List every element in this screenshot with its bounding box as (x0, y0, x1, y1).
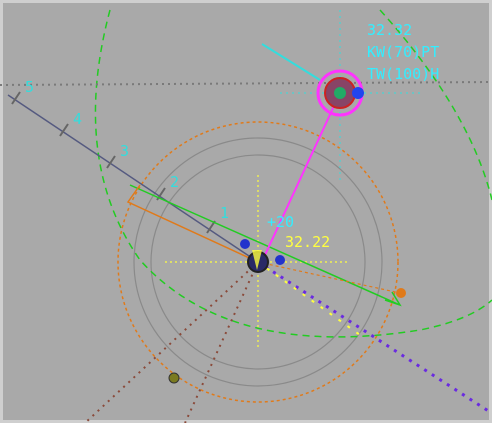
target-pointer (261, 43, 321, 81)
range-mark: 4 (73, 110, 82, 128)
track-line (7, 94, 259, 263)
target-info: TW(100)H (367, 65, 439, 83)
ownship-range: 32.22 (285, 233, 330, 251)
orange-vector (257, 261, 401, 294)
ownship-wedge (252, 250, 262, 270)
range-mark: 2 (170, 173, 179, 191)
brown-bearing (184, 261, 259, 423)
ownship-marker (240, 239, 250, 249)
target-range: 32.32 (367, 21, 412, 39)
orange-ring (117, 121, 399, 403)
range-ring (150, 154, 366, 370)
green-arrow (384, 291, 402, 307)
brown-bearing (84, 261, 259, 423)
range-ring (133, 137, 383, 387)
target-core (334, 87, 346, 99)
target-marker (352, 87, 364, 99)
range-mark: 3 (120, 142, 129, 160)
green-arc (379, 9, 492, 201)
target-link (264, 92, 341, 256)
range-mark: 5 (25, 78, 34, 96)
horizon-line (0, 81, 492, 86)
green-vector (129, 184, 401, 306)
target-info: KW(70)PT (367, 43, 439, 61)
range-mark: 1 (220, 204, 229, 222)
orange-marker (396, 288, 406, 298)
ownship-offset: +20 (267, 213, 294, 231)
green-arc (94, 9, 492, 338)
contact-marker (168, 372, 180, 384)
purple-bearing (257, 260, 491, 414)
ownship-marker (275, 255, 285, 265)
orange-vector (126, 184, 259, 263)
